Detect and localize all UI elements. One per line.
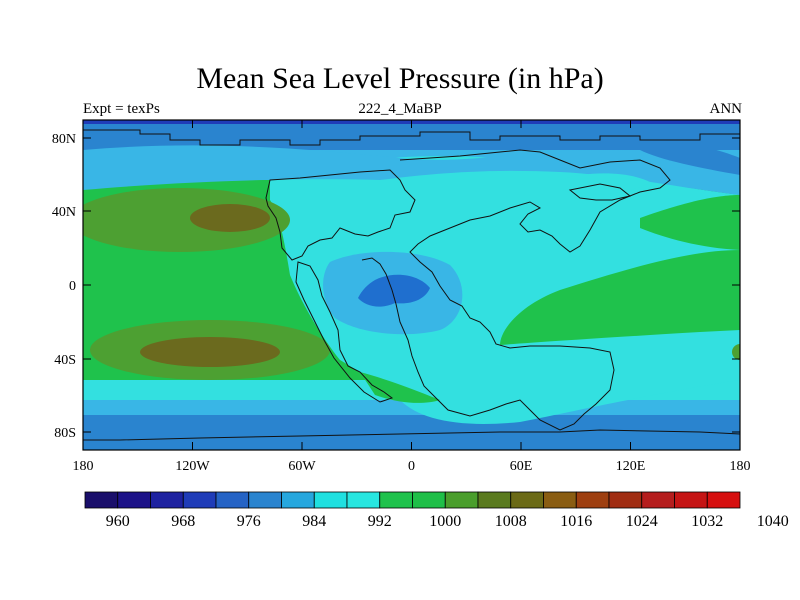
y-label-40n: 40N bbox=[52, 205, 76, 220]
pressure-field bbox=[83, 120, 740, 450]
colorbar-label: 1016 bbox=[560, 513, 592, 530]
x-label-180e: 180 bbox=[730, 459, 751, 474]
x-label-120e: 120E bbox=[616, 459, 646, 474]
colorbar-label: 1024 bbox=[626, 513, 658, 530]
high-cell-north-outer bbox=[83, 188, 290, 252]
north-america-coastline bbox=[265, 169, 416, 261]
colorbar-box bbox=[641, 491, 675, 509]
colorbar-box bbox=[543, 491, 577, 509]
x-label-60e: 60E bbox=[510, 459, 533, 474]
experiment-label: Expt = texPs bbox=[83, 101, 160, 117]
east-green-wedge bbox=[640, 195, 740, 250]
colorbar bbox=[84, 491, 741, 509]
colorbar-box bbox=[444, 491, 479, 509]
colorbar-box bbox=[215, 491, 250, 509]
colorbar-box bbox=[608, 491, 643, 509]
y-label-80n: 80N bbox=[52, 132, 76, 147]
x-label-0: 0 bbox=[408, 459, 415, 474]
colorbar-label: 960 bbox=[106, 513, 130, 530]
colorbar-label: 1008 bbox=[495, 513, 527, 530]
colorbar-box bbox=[248, 491, 282, 509]
colorbar-box bbox=[412, 491, 446, 509]
colorbar-labels: 960 968 976 984 992 1000 1008 1016 1024 1032 1040 bbox=[106, 513, 789, 530]
y-label-0: 0 bbox=[69, 279, 76, 294]
africa-eurasia-coastline bbox=[361, 149, 671, 431]
x-label-180w: 180 bbox=[73, 459, 94, 474]
season-label: ANN bbox=[709, 101, 743, 117]
y-tick-labels: 80N 40N 0 40S 80S bbox=[52, 132, 76, 441]
colorbar-box bbox=[510, 491, 544, 509]
x-ticks bbox=[82, 120, 741, 450]
colorbar-box bbox=[575, 491, 610, 509]
north-low-pocket bbox=[640, 139, 740, 175]
asia-island-coastline bbox=[568, 183, 632, 201]
coastlines bbox=[83, 129, 740, 441]
south-green-patch bbox=[360, 372, 440, 403]
y-label-40s: 40S bbox=[54, 353, 76, 368]
high-cell-east bbox=[732, 344, 740, 360]
colorbar-label: 992 bbox=[368, 513, 392, 530]
y-label-80s: 80S bbox=[54, 426, 76, 441]
colorbar-box bbox=[674, 491, 708, 509]
high-cell-north-inner bbox=[190, 204, 270, 232]
colorbar-box bbox=[346, 491, 381, 509]
colorbar-box bbox=[281, 491, 315, 509]
colorbar-label: 1000 bbox=[429, 513, 461, 530]
antarctic-coastline bbox=[83, 429, 740, 441]
x-tick-labels: 180 120W 60W 0 60E 120E 180 bbox=[73, 459, 751, 474]
x-label-60w: 60W bbox=[288, 459, 316, 474]
map-title: Mean Sea Level Pressure (in hPa) bbox=[196, 62, 604, 95]
central-low-inner bbox=[358, 274, 430, 307]
high-cell-south-inner bbox=[140, 337, 280, 367]
colorbar-label: 976 bbox=[237, 513, 261, 530]
colorbar-box bbox=[117, 491, 151, 509]
colorbar-label: 1040 bbox=[757, 513, 789, 530]
colorbar-label: 984 bbox=[302, 513, 326, 530]
arctic-coastline bbox=[83, 129, 740, 146]
y-ticks bbox=[83, 137, 740, 433]
south-america-coastline bbox=[295, 261, 394, 403]
colorbar-box bbox=[84, 491, 119, 509]
colorbar-label: 1032 bbox=[691, 513, 723, 530]
x-label-120w: 120W bbox=[175, 459, 210, 474]
continent-cyan-field bbox=[270, 156, 740, 424]
north-transition bbox=[83, 145, 740, 195]
colorbar-box bbox=[477, 491, 512, 509]
colorbar-box bbox=[706, 491, 741, 509]
period-label: 222_4_MaBP bbox=[358, 101, 442, 117]
colorbar-box bbox=[379, 491, 413, 509]
north-cyan-lobe bbox=[560, 173, 650, 195]
colorbar-box bbox=[182, 491, 217, 509]
colorbar-label: 968 bbox=[171, 513, 195, 530]
colorbar-box bbox=[150, 491, 184, 509]
colorbar-box bbox=[313, 491, 348, 509]
